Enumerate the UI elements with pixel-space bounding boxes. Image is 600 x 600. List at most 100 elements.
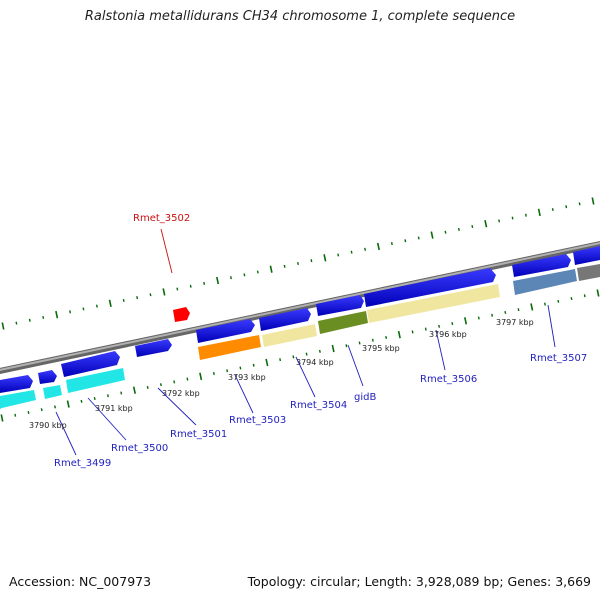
leader-rmet-3503 [234, 374, 254, 414]
gene-label-rmet-3504[interactable]: Rmet_3504 [290, 400, 347, 411]
gene-arrow-rmet-3503[interactable] [196, 319, 255, 343]
major-tick [331, 344, 335, 353]
minor-tick [471, 225, 474, 229]
gene-arrow-rmet-3507[interactable] [512, 254, 571, 277]
outer-tick-track [1, 197, 595, 330]
minor-tick [146, 385, 149, 389]
major-tick [199, 372, 203, 381]
feature-cyan-2[interactable] [43, 385, 62, 399]
minor-tick [256, 270, 259, 274]
gene-arrow-rmet-3506[interactable] [364, 268, 496, 307]
gene-arrow-rmet-3502-neighbor[interactable] [135, 339, 172, 357]
minor-tick [477, 316, 480, 320]
minor-tick [504, 310, 507, 314]
gene-arrow-rmet-3502[interactable] [173, 307, 190, 322]
minor-tick [451, 322, 454, 326]
feature-orange[interactable] [198, 335, 261, 360]
accession-text: Accession: NC_007973 [9, 574, 152, 589]
gene-label-rmet-3506[interactable]: Rmet_3506 [420, 374, 477, 385]
major-tick [162, 288, 166, 296]
minor-tick [385, 335, 388, 339]
minor-tick [570, 297, 573, 301]
major-tick [108, 299, 112, 307]
major-tick [376, 242, 380, 251]
major-tick [216, 276, 220, 285]
gene-arrow-rmet-3504[interactable] [259, 308, 311, 331]
minor-tick [310, 259, 313, 263]
map-title: Ralstonia metallidurans CH34 chromosome … [84, 9, 516, 24]
major-tick [0, 414, 4, 422]
feature-gray[interactable] [577, 264, 600, 281]
gene-arrow-rmet-3499[interactable] [0, 375, 33, 393]
minor-tick [107, 394, 109, 398]
minor-tick [525, 213, 527, 217]
major-tick [530, 303, 534, 311]
minor-tick [279, 358, 282, 362]
minor-tick [583, 294, 586, 298]
minor-tick [80, 399, 83, 403]
minor-tick [371, 338, 374, 342]
major-tick [596, 289, 600, 297]
gene-label-rmet-3499[interactable]: Rmet_3499 [54, 458, 111, 469]
major-tick [591, 197, 595, 205]
gene-arrow-gidb[interactable] [316, 295, 364, 316]
major-tick [537, 208, 541, 217]
minor-tick [82, 307, 85, 311]
gene-label-rmet-3500[interactable]: Rmet_3500 [111, 443, 168, 454]
gene-label-rmet-3503[interactable]: Rmet_3503 [229, 415, 286, 426]
feature-khaki-1[interactable] [262, 324, 317, 347]
minor-tick [226, 369, 229, 373]
gene-arrow-right-edge[interactable] [573, 246, 600, 265]
leader-rmet-3504 [295, 356, 316, 398]
minor-tick [15, 321, 18, 325]
minor-tick [557, 299, 560, 303]
minor-tick [93, 397, 96, 401]
feature-khaki-2[interactable] [367, 284, 500, 323]
leader-rmet-3506 [435, 329, 446, 371]
leader-rmet-3500 [87, 397, 127, 441]
genome-summary-text: Topology: circular; Length: 3,928,089 bp… [247, 574, 591, 589]
leader-rmet-3502 [160, 228, 173, 274]
gene-track [0, 246, 600, 409]
gene-arrow-rmet-3500[interactable] [38, 370, 57, 384]
minor-tick [40, 408, 43, 412]
minor-tick [239, 366, 242, 370]
feature-olive[interactable] [318, 311, 368, 334]
inner-tick-track [0, 289, 600, 422]
tick-label-3794: 3794 kbp [296, 358, 334, 367]
gene-arrow-rmet-3501[interactable] [61, 351, 120, 377]
major-tick [55, 310, 59, 319]
minor-tick [203, 281, 206, 285]
minor-tick [292, 355, 295, 359]
minor-tick [95, 304, 98, 308]
tick-label-3795: 3795 kbp [362, 344, 400, 353]
minor-tick [551, 208, 554, 212]
minor-tick [498, 219, 501, 223]
gene-label-rmet-3507[interactable]: Rmet_3507 [530, 353, 587, 364]
gene-label-rmet-3502[interactable]: Rmet_3502 [133, 213, 190, 224]
minor-tick [411, 330, 414, 334]
minor-tick [54, 405, 56, 409]
minor-tick [136, 296, 139, 300]
major-tick [265, 358, 269, 367]
gene-label-gidb[interactable]: gidB [354, 392, 376, 403]
minor-tick [424, 327, 427, 331]
gene-label-rmet-3501[interactable]: Rmet_3501 [170, 429, 227, 440]
minor-tick [444, 230, 447, 234]
minor-tick [14, 413, 17, 417]
minor-tick [358, 341, 361, 345]
minor-tick [404, 239, 407, 243]
minor-tick [457, 227, 460, 231]
minor-tick [305, 352, 308, 356]
minor-tick [69, 310, 71, 314]
minor-tick [565, 205, 568, 209]
minor-tick [122, 298, 125, 302]
feature-cyan-1[interactable] [0, 390, 36, 409]
major-tick [323, 254, 327, 262]
feature-cyan-3[interactable] [66, 368, 125, 393]
major-tick [132, 386, 136, 394]
minor-tick [243, 273, 246, 277]
feature-steel[interactable] [513, 269, 577, 295]
leader-gidb [347, 344, 364, 387]
